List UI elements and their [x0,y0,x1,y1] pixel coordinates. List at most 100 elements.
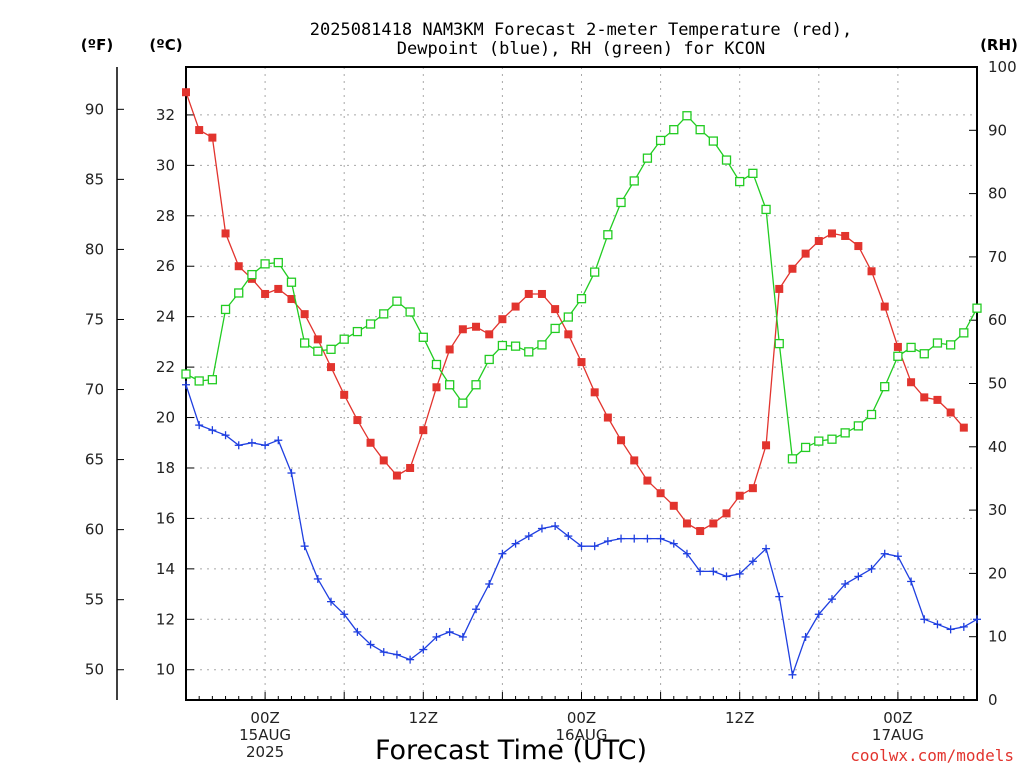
data-point [682,111,692,121]
title-line-1: 2025081418 NAM3KM Forecast 2-meter Tempe… [310,20,852,40]
data-point [510,341,521,351]
data-point [286,277,297,287]
data-point [669,539,678,548]
data-point [181,369,191,379]
data-point [722,509,731,518]
data-point [920,393,929,402]
data-point [432,383,441,392]
data-point [537,340,547,350]
celsius-tick-label: 18 [156,459,175,477]
data-point [841,231,850,240]
data-point [762,441,771,450]
data-point [577,542,586,551]
fahrenheit-unit-label: (ºF) [81,36,113,54]
data-point [959,423,968,432]
data-point [617,534,626,543]
data-point [195,126,204,135]
data-point [313,574,322,583]
data-point [814,436,824,446]
x-tick-label: 12Z [725,709,754,727]
data-point [590,388,599,397]
celsius-tick-label: 28 [156,207,175,225]
data-point [234,288,244,298]
data-point [867,564,876,573]
data-point [484,354,494,365]
data-point [814,610,823,619]
data-point [616,197,626,208]
title: 2025081418 NAM3KM Forecast 2-meter Tempe… [310,20,852,59]
series-layer [181,88,982,679]
x-tick-label: 00Z [250,709,279,727]
data-point [340,390,349,399]
data-point [550,323,560,334]
celsius-tick-label: 14 [156,560,175,578]
data-point [313,335,322,344]
data-point [682,519,691,528]
data-point [827,229,836,238]
data-point [735,569,744,578]
data-point [853,421,863,431]
data-point [933,395,942,404]
data-point [775,284,784,293]
data-point [511,539,520,548]
data-point [498,549,507,558]
data-point [735,176,745,187]
data-point [642,153,653,163]
data-point [182,380,190,389]
rh-tick-label: 60 [988,311,1007,329]
data-point [260,259,270,269]
data-point [695,125,705,135]
data-point [445,345,454,354]
data-point [893,552,902,561]
data-point [655,135,666,146]
data-point [327,597,336,606]
credit-text: coolwx.com/models [850,746,1014,765]
data-point [932,338,943,348]
data-point [365,319,376,329]
data-point [524,347,534,357]
data-point [945,340,956,350]
data-point [299,338,310,348]
x-tick-label: 2025 [246,743,284,761]
data-point [854,242,863,251]
data-point [392,296,402,306]
rh-tick-label: 40 [988,438,1007,456]
data-point [721,155,732,165]
data-point [603,230,613,240]
data-point [220,304,231,315]
data-point [511,302,520,311]
data-point [893,351,903,361]
data-point [406,463,415,472]
fahrenheit-tick-label: 70 [85,381,104,399]
data-point [656,489,665,498]
celsius-tick-label: 26 [156,257,175,275]
data-point [880,302,889,311]
fahrenheit-tick-label: 75 [85,310,104,328]
data-point [973,615,981,624]
data-point [352,326,363,337]
series-dewpoint [182,380,981,679]
data-point [617,436,626,445]
data-point [247,269,257,280]
data-point [603,413,612,422]
data-point [353,627,362,636]
data-point [933,620,942,629]
data-point [221,229,230,238]
data-point [603,537,612,546]
data-point [208,133,217,142]
data-point [195,421,204,430]
data-point [497,340,508,351]
rh-tick-label: 10 [988,628,1007,646]
celsius-tick-label: 22 [156,358,175,376]
series-2-meter-temperature [182,88,968,536]
data-point [959,622,968,631]
data-point [590,267,600,277]
fahrenheit-tick-label: 65 [85,451,104,469]
data-point [537,289,546,298]
data-point [458,632,467,641]
data-point [761,204,771,215]
data-point [353,416,362,425]
data-point [261,441,270,450]
data-point [327,363,336,372]
data-point [564,330,573,339]
